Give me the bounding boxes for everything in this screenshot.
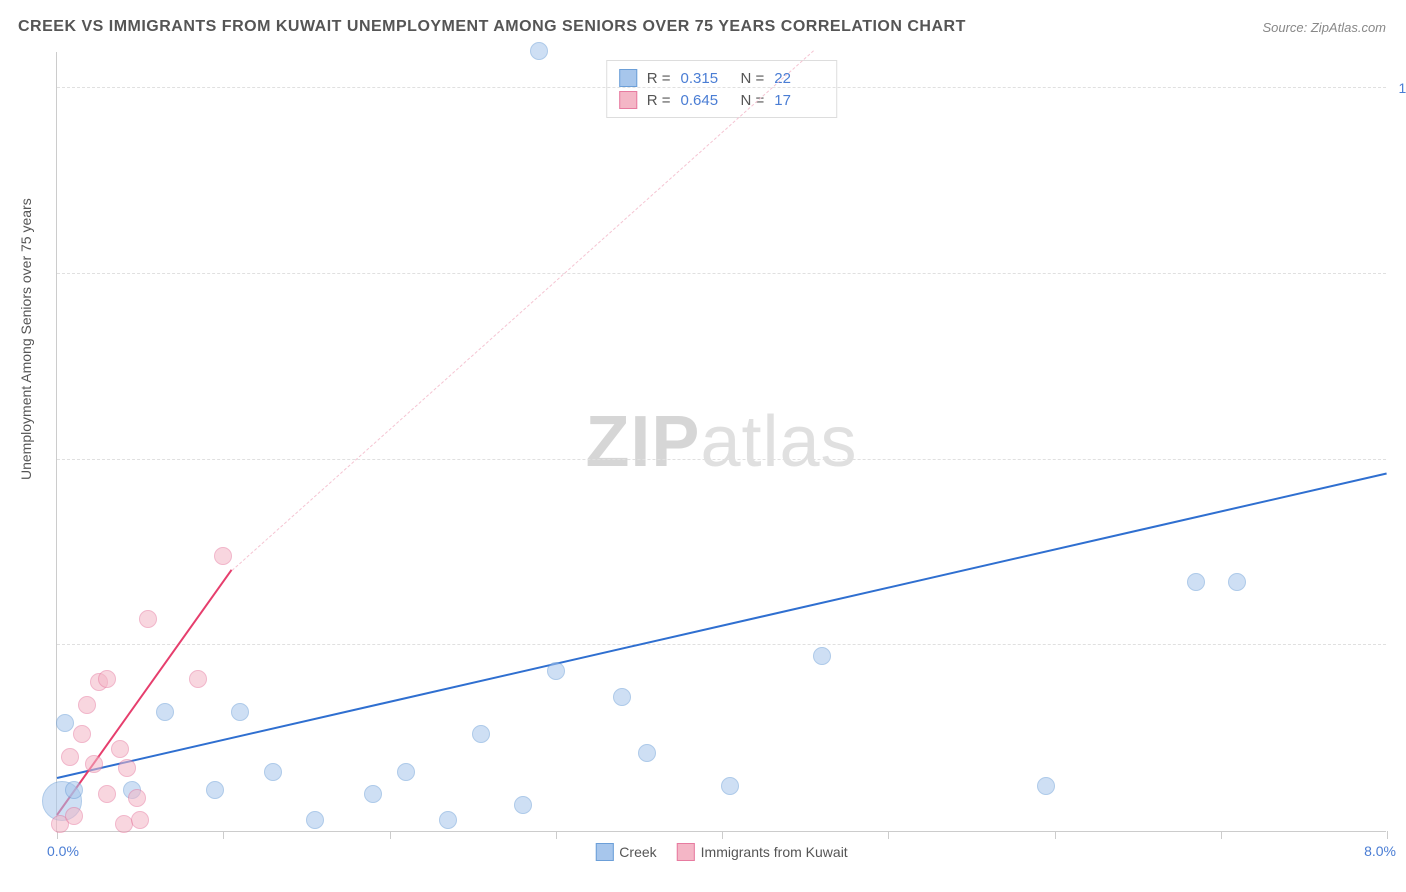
legend-item: Immigrants from Kuwait [677,843,848,861]
data-point [231,703,249,721]
data-point [118,759,136,777]
x-tick [556,831,557,839]
data-point [85,755,103,773]
legend-label: Creek [619,844,656,860]
chart-title: CREEK VS IMMIGRANTS FROM KUWAIT UNEMPLOY… [18,18,966,36]
gridline [57,273,1386,274]
legend-swatch [619,69,637,87]
stats-legend: R =0.315N =22R =0.645N =17 [606,60,838,118]
trend-line [231,50,814,571]
trend-line [57,472,1387,779]
data-point [1228,573,1246,591]
stat-r-label: R = [647,70,671,87]
legend-label: Immigrants from Kuwait [701,844,848,860]
y-tick-label: 50.0% [1391,452,1406,468]
data-point [111,740,129,758]
data-point [613,688,631,706]
legend-item: Creek [595,843,656,861]
source-attribution: Source: ZipAtlas.com [1262,20,1386,35]
gridline [57,87,1386,88]
data-point [264,763,282,781]
data-point [131,811,149,829]
data-point [189,670,207,688]
stat-r-label: R = [647,92,671,109]
y-tick-label: 25.0% [1391,637,1406,653]
trend-line [56,569,232,815]
data-point [65,807,83,825]
data-point [73,725,91,743]
data-point [139,610,157,628]
data-point [813,647,831,665]
stats-row: R =0.645N =17 [619,89,825,111]
x-axis-end-label: 8.0% [1364,843,1396,859]
data-point [514,796,532,814]
x-tick [1055,831,1056,839]
legend-swatch [619,91,637,109]
x-tick [1387,831,1388,839]
data-point [638,744,656,762]
plot-area: ZIPatlas R =0.315N =22R =0.645N =17 Cree… [56,52,1386,832]
data-point [1037,777,1055,795]
data-point [721,777,739,795]
data-point [306,811,324,829]
stat-r-value: 0.315 [681,70,731,87]
x-tick [390,831,391,839]
data-point [364,785,382,803]
data-point [61,748,79,766]
data-point [115,815,133,833]
data-point [65,781,83,799]
y-axis-label: Unemployment Among Seniors over 75 years [18,198,34,480]
gridline [57,459,1386,460]
watermark: ZIPatlas [585,401,857,483]
stat-n-value: 17 [774,92,824,109]
watermark-bold: ZIP [585,402,700,482]
data-point [56,714,74,732]
data-point [472,725,490,743]
stat-r-value: 0.645 [681,92,731,109]
data-point [128,789,146,807]
data-point [206,781,224,799]
x-tick [1221,831,1222,839]
data-point [1187,573,1205,591]
series-legend: Creek Immigrants from Kuwait [595,843,847,861]
data-point [530,42,548,60]
x-tick [223,831,224,839]
data-point [98,785,116,803]
gridline [57,644,1386,645]
legend-swatch [595,843,613,861]
x-tick [722,831,723,839]
data-point [397,763,415,781]
x-tick [888,831,889,839]
data-point [214,547,232,565]
data-point [98,670,116,688]
x-axis-start-label: 0.0% [47,843,79,859]
data-point [439,811,457,829]
data-point [547,662,565,680]
data-point [156,703,174,721]
stats-row: R =0.315N =22 [619,67,825,89]
data-point [78,696,96,714]
stat-n-label: N = [741,70,765,87]
legend-swatch [677,843,695,861]
watermark-text: atlas [700,402,857,482]
y-tick-label: 75.0% [1391,266,1406,282]
y-tick-label: 100.0% [1391,80,1406,96]
